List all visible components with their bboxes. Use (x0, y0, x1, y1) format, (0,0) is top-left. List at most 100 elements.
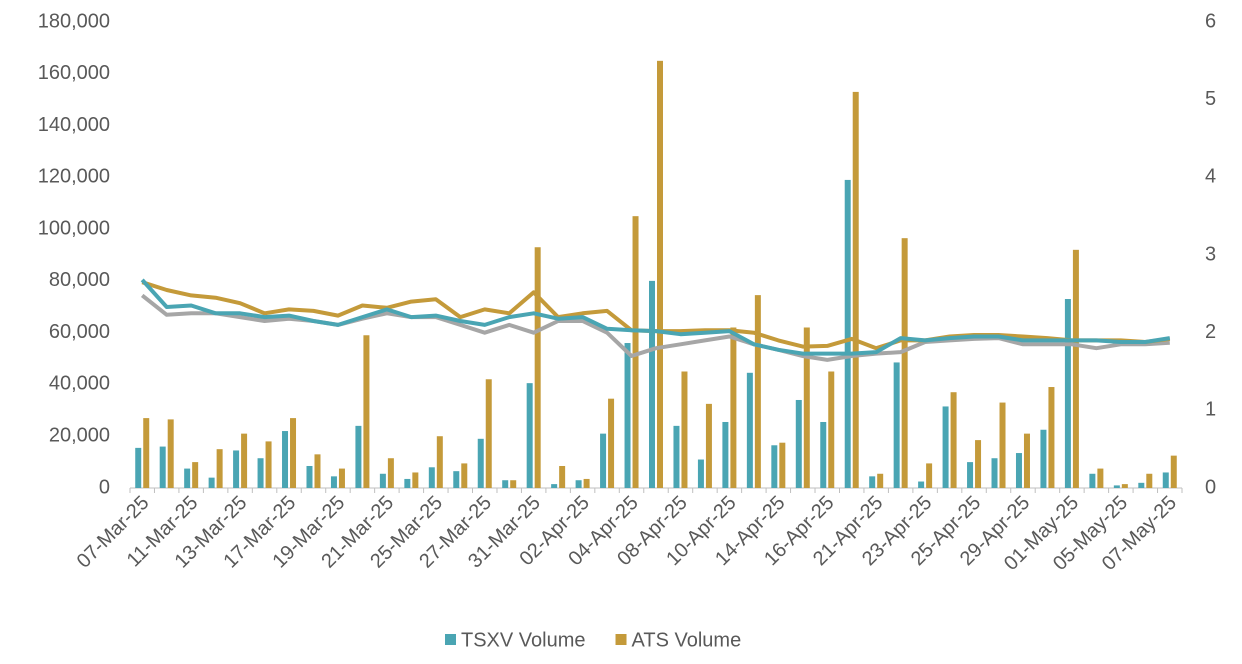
bar (779, 442, 786, 488)
bar (306, 465, 313, 488)
bar (379, 473, 386, 488)
bar (1146, 473, 1153, 488)
bar (1015, 453, 1022, 488)
bar (559, 465, 566, 488)
bar (510, 480, 517, 488)
y2-tick-label: 5 (1205, 88, 1216, 110)
bar (901, 238, 908, 488)
bar (999, 402, 1006, 488)
y-tick-label: 80,000 (49, 269, 110, 291)
y2-tick-label: 3 (1205, 243, 1216, 265)
bar (722, 421, 729, 488)
bar (1138, 482, 1145, 488)
bar (167, 419, 174, 488)
bar (624, 343, 631, 488)
bar (771, 445, 778, 488)
bar (673, 425, 680, 488)
bar (991, 458, 998, 488)
bar (657, 60, 663, 488)
bar (1121, 484, 1128, 488)
y-tick-label: 160,000 (38, 62, 110, 84)
bar (404, 478, 411, 488)
y2-tick-label: 2 (1205, 321, 1216, 343)
y-tick-label: 0 (99, 476, 110, 498)
bar (877, 473, 884, 488)
legend-swatch (615, 634, 627, 645)
bar (844, 179, 851, 488)
bar (534, 247, 541, 488)
bar (355, 425, 362, 488)
bar (1048, 387, 1055, 488)
bar (485, 379, 492, 488)
bar (649, 280, 655, 488)
bar (926, 463, 933, 488)
bar (412, 472, 419, 488)
bar (1089, 473, 1096, 488)
line (140, 278, 1171, 356)
bar (477, 438, 484, 488)
bar (436, 436, 443, 488)
bar (869, 476, 876, 488)
bar (1170, 455, 1177, 488)
bar (681, 371, 688, 488)
bar (583, 478, 590, 488)
bar (290, 418, 297, 488)
bar (1113, 485, 1120, 488)
legend-swatch (445, 634, 456, 645)
bar (257, 458, 264, 488)
bar (730, 327, 737, 488)
bar (526, 383, 533, 488)
bar (208, 477, 215, 488)
bar (330, 476, 337, 488)
bar (967, 462, 974, 488)
bar (192, 462, 199, 488)
bar (828, 371, 835, 488)
bar (1072, 249, 1079, 488)
bar (216, 449, 223, 488)
bar (184, 468, 191, 488)
y2-tick-label: 0 (1205, 476, 1216, 498)
bar (608, 398, 615, 488)
bar (1040, 429, 1047, 488)
y-tick-label: 40,000 (49, 373, 110, 395)
bar (363, 335, 370, 488)
bar (632, 216, 639, 488)
y-tick-label: 20,000 (49, 425, 110, 447)
bar (575, 480, 582, 488)
bar (803, 327, 810, 488)
bar (453, 471, 460, 488)
y2-tick-label: 1 (1205, 399, 1216, 421)
legend-label: TSXV Volume (461, 629, 586, 651)
bar (754, 295, 761, 488)
y2-tick-label: 4 (1205, 166, 1216, 188)
bar (135, 447, 142, 488)
bar (233, 450, 240, 488)
bar (942, 406, 949, 488)
bar (746, 372, 753, 488)
bar (314, 454, 321, 488)
bar (1097, 468, 1104, 488)
bar (852, 91, 859, 489)
bar (975, 440, 982, 488)
bar (265, 441, 272, 488)
y2-tick-label: 6 (1205, 10, 1216, 32)
bar (705, 403, 712, 488)
bar (950, 392, 957, 488)
bar (551, 484, 558, 488)
bar (893, 362, 900, 488)
bar (159, 446, 166, 488)
bar (918, 481, 925, 488)
bar (600, 433, 607, 488)
bar (820, 421, 827, 488)
y-tick-label: 60,000 (49, 321, 110, 343)
line (140, 293, 1170, 362)
y-tick-label: 100,000 (38, 217, 110, 239)
bar (697, 459, 704, 488)
bar (1064, 299, 1071, 488)
bar (795, 399, 802, 488)
y-tick-label: 120,000 (38, 166, 110, 188)
bar (428, 467, 435, 488)
bar (282, 431, 289, 488)
bar (241, 433, 248, 488)
